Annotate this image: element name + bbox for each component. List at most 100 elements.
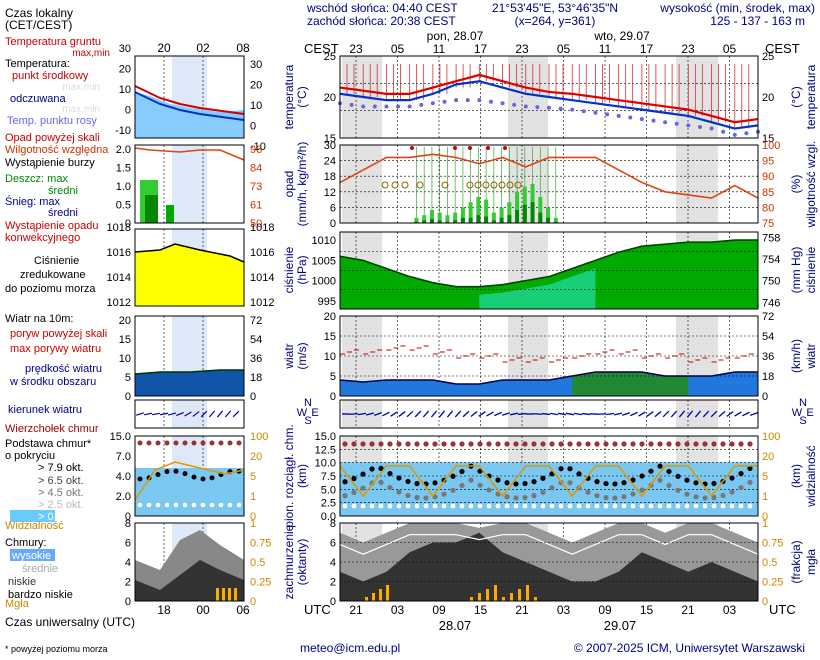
- day1-label: pon, 28.07: [427, 29, 484, 43]
- pressure-axis-unit: (hPa): [295, 255, 309, 284]
- wind-strong-area: [572, 372, 689, 396]
- dew-point-dot: [651, 118, 656, 123]
- bottom-tick-label: 21: [349, 603, 363, 617]
- dew-point-dot: [581, 109, 586, 114]
- cloud-base-dot: [405, 478, 411, 485]
- utc-time-label: Czas uniwersalny (UTC): [5, 615, 135, 629]
- utc-right: UTC: [769, 602, 796, 617]
- pressure-area: [340, 240, 758, 309]
- cloud-base-dot-low: [405, 503, 411, 509]
- dew-point-dot: [500, 101, 505, 106]
- wind-arrow: [702, 410, 710, 418]
- cloud-base-dot-mid: [522, 494, 528, 501]
- left-legend-panels: -1030020101020030-1000.51.01.52.05061738…: [107, 43, 275, 608]
- legend-wind-arrow: [159, 412, 169, 416]
- dew-point-dot: [709, 126, 714, 131]
- rain-mean-bar: [468, 217, 473, 223]
- dew-point-dot: [732, 132, 737, 137]
- rain-mean-bar: [538, 212, 543, 223]
- legend-vis-tick: 20: [250, 451, 262, 463]
- cloud-base-dot: [414, 480, 420, 487]
- legend-temp-tick: 20: [119, 64, 131, 76]
- wind-arrow: [613, 412, 623, 416]
- legend-cloudtop-dot: [236, 440, 242, 446]
- wind-arrow: [549, 412, 559, 416]
- humidity-axis-unit: (%): [789, 175, 803, 194]
- legend-cloudlow-dot: [200, 502, 206, 508]
- cloud-base-dot-low: [396, 503, 402, 509]
- axis-tick-label: 100: [762, 140, 780, 152]
- storm-marker: [506, 181, 514, 189]
- cloud-base-dot-low: [684, 503, 690, 509]
- coords-text: 21°53'45"E, 53°46'35"N: [492, 1, 618, 15]
- wind-arrow: [365, 412, 375, 416]
- cloud-base-dot-low: [594, 503, 600, 509]
- axis-tick-label: 5: [762, 471, 768, 483]
- wind-arrow: [678, 410, 686, 418]
- local-time-sub: (CET/CEST): [5, 18, 72, 32]
- top-tick-label: 11: [599, 42, 612, 56]
- legend-precip-tick: 1.0: [116, 181, 131, 193]
- gust-above-label: poryw powyżej skali: [10, 328, 107, 340]
- legend-pres-tick-right: 1016: [250, 247, 274, 259]
- top-tick-label: 23: [681, 42, 695, 56]
- cloud-base-dot: [747, 465, 753, 471]
- cloud-base-dot-low: [639, 503, 645, 509]
- date1-label: 28.07: [439, 618, 472, 633]
- rain-max-bar: [546, 207, 551, 223]
- cloud-base-dot-low: [504, 503, 510, 509]
- legend-wind-arrow: [184, 411, 192, 417]
- rain-max-bar: [453, 212, 458, 223]
- axis-tick-label: 0: [762, 596, 768, 608]
- cloud-base-dot-mid: [513, 495, 519, 501]
- legend-hum-tick: 50: [250, 218, 262, 230]
- legend-panel-border: [134, 315, 245, 397]
- fog-axis-unit: (frakcja): [789, 540, 803, 583]
- legend-cloudlow-dot: [236, 502, 242, 508]
- footer-email[interactable]: meteo@icm.edu.pl: [300, 641, 400, 655]
- cloud-top-dot: [378, 441, 384, 447]
- legend-pres-tick: 1014: [107, 272, 131, 284]
- legend-cloudtop-dot: [182, 440, 188, 446]
- axis-tick-label: 0.75: [762, 538, 783, 550]
- cloud-base-dot-mid: [612, 495, 618, 501]
- legend-labels: Czas lokalny (CET/CEST) 20 02 08 Tempera…: [5, 6, 250, 654]
- cloud-base-dot-low: [468, 503, 474, 509]
- rain-max-bar: [445, 215, 450, 223]
- legend-cb-tick: 0: [125, 511, 131, 523]
- cloud-base-dot-low: [531, 503, 537, 509]
- precip-above-label: Opad powyżej skali: [5, 132, 100, 144]
- axis-tick-label: 90: [762, 171, 774, 183]
- compass-label-right: W: [792, 407, 803, 419]
- cloud-base-dot-low: [693, 503, 699, 509]
- fog-axis-title: mgła: [804, 549, 818, 575]
- cloud-base-dot-low: [729, 503, 735, 509]
- wind-arrow: [462, 410, 470, 418]
- fog-bar: [478, 593, 481, 601]
- precip-axis-title: opad: [282, 171, 296, 198]
- rain-max-bar: [468, 202, 473, 223]
- legend-precip-tick: 0: [125, 218, 131, 230]
- top-tick-label: 17: [640, 42, 654, 56]
- legend-wind-arrow: [192, 411, 200, 417]
- legend-fog-bar: [228, 588, 231, 601]
- axis-tick-label: 100: [762, 431, 780, 443]
- cloud-top-dot: [639, 441, 645, 447]
- cloud-top-dot: [387, 441, 393, 447]
- wind-arrow: [470, 410, 478, 418]
- axis-tick-label: 72: [762, 311, 774, 323]
- top-tick-label: 11: [433, 42, 446, 56]
- cloud-base-dot-mid: [666, 482, 672, 489]
- axis-tick-label: 18: [762, 371, 774, 383]
- sunset-text: zachód słońca: 20:38 CEST: [307, 14, 456, 28]
- left-bottom-tick-06: 06: [236, 603, 250, 617]
- rain-max-bar: [553, 217, 558, 223]
- cloud-base-dot-low: [360, 503, 366, 509]
- rain-max-bar: [437, 212, 442, 223]
- okt-label-5-bg: [10, 510, 55, 522]
- cloud-base-dot-low: [666, 503, 672, 509]
- axis-tick-label: 0.25: [762, 577, 783, 589]
- axis-tick-label: 0.0: [321, 511, 336, 523]
- legend-temp-tick: -10: [115, 125, 131, 137]
- legend-temp-tick-right: 0: [250, 121, 256, 133]
